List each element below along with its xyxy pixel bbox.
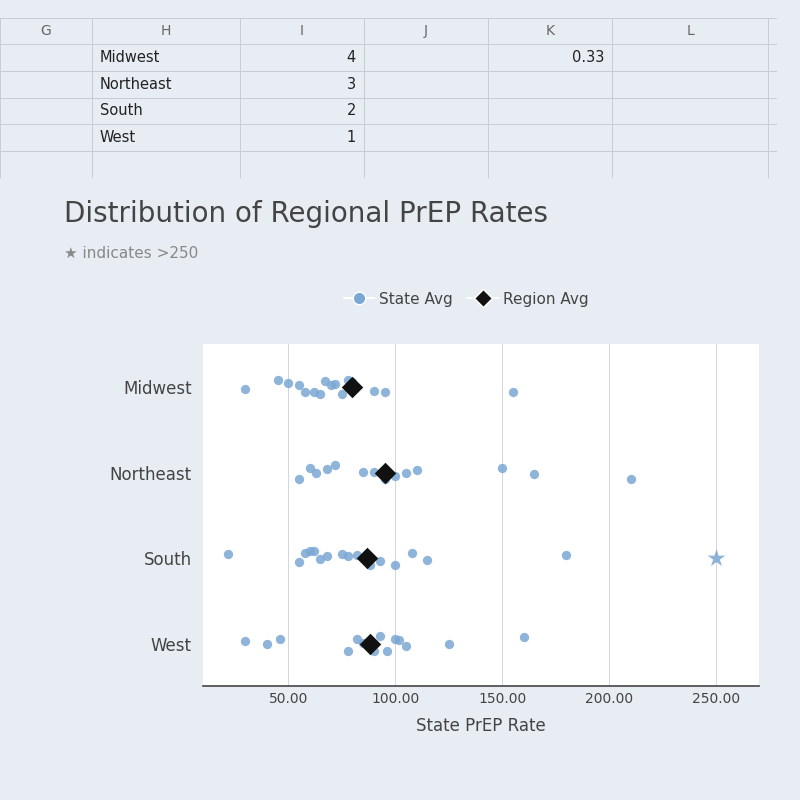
- Point: [393, 634, 406, 646]
- Point: [261, 638, 274, 650]
- Legend: State Avg, Region Avg: State Avg, Region Avg: [338, 286, 594, 313]
- Point: [389, 558, 402, 571]
- Point: [506, 386, 519, 398]
- Point: [380, 645, 393, 658]
- Point: [293, 379, 306, 392]
- Point: [299, 546, 312, 559]
- Text: ★ indicates >250: ★ indicates >250: [63, 246, 198, 262]
- Text: Midwest: Midwest: [100, 50, 160, 65]
- Text: K: K: [546, 24, 554, 38]
- Point: [363, 559, 376, 572]
- Point: [320, 550, 333, 562]
- Point: [335, 388, 348, 401]
- Text: I: I: [300, 24, 304, 38]
- Point: [342, 374, 354, 386]
- Text: 3: 3: [347, 77, 356, 92]
- Point: [342, 645, 354, 658]
- Point: [239, 382, 252, 395]
- Point: [357, 636, 370, 649]
- Point: [363, 638, 376, 650]
- Point: [442, 638, 455, 650]
- Point: [410, 463, 423, 476]
- Point: [293, 556, 306, 569]
- Point: [320, 462, 333, 475]
- Point: [378, 386, 391, 398]
- Text: 2: 2: [346, 103, 356, 118]
- Text: 1: 1: [346, 130, 356, 145]
- Point: [310, 467, 322, 480]
- Point: [346, 381, 359, 394]
- Point: [314, 552, 326, 565]
- Point: [299, 386, 312, 398]
- Point: [274, 632, 286, 645]
- Text: South: South: [100, 103, 142, 118]
- Text: Distribution of Regional PrEP Rates: Distribution of Regional PrEP Rates: [63, 200, 547, 228]
- X-axis label: State PrEP Rate: State PrEP Rate: [416, 717, 546, 735]
- Text: Northeast: Northeast: [100, 77, 173, 92]
- Point: [378, 466, 391, 479]
- Point: [421, 554, 434, 566]
- Point: [303, 462, 316, 474]
- Text: J: J: [424, 24, 428, 38]
- Point: [361, 552, 374, 565]
- Point: [560, 549, 573, 562]
- Point: [374, 554, 386, 567]
- Point: [496, 462, 509, 474]
- Point: [314, 387, 326, 400]
- Text: 0.33: 0.33: [572, 50, 604, 65]
- Point: [389, 633, 402, 646]
- Point: [329, 458, 342, 471]
- Text: G: G: [41, 24, 51, 38]
- Point: [325, 379, 338, 392]
- Point: [399, 466, 412, 479]
- Point: [363, 640, 376, 653]
- Point: [239, 634, 252, 647]
- Point: [346, 375, 359, 388]
- Point: [318, 375, 331, 388]
- Text: West: West: [100, 130, 136, 145]
- Point: [367, 466, 380, 479]
- Point: [374, 630, 386, 642]
- Point: [624, 473, 637, 486]
- Point: [307, 386, 320, 398]
- Point: [378, 473, 391, 486]
- Point: [350, 633, 363, 646]
- Point: [303, 545, 316, 558]
- Text: 4: 4: [346, 50, 356, 65]
- Point: [528, 468, 541, 481]
- Point: [329, 378, 342, 390]
- Point: [350, 548, 363, 561]
- Point: [335, 547, 348, 560]
- Point: [710, 552, 722, 565]
- Point: [389, 470, 402, 482]
- Text: L: L: [686, 24, 694, 38]
- Point: [293, 473, 306, 486]
- Point: [342, 550, 354, 562]
- Point: [222, 547, 234, 560]
- Point: [307, 544, 320, 557]
- Point: [357, 466, 370, 478]
- Point: [367, 644, 380, 657]
- Point: [367, 385, 380, 398]
- Text: H: H: [161, 24, 171, 38]
- Point: [406, 546, 418, 559]
- Point: [399, 639, 412, 652]
- Point: [271, 374, 284, 386]
- Point: [282, 377, 294, 390]
- Point: [517, 630, 530, 643]
